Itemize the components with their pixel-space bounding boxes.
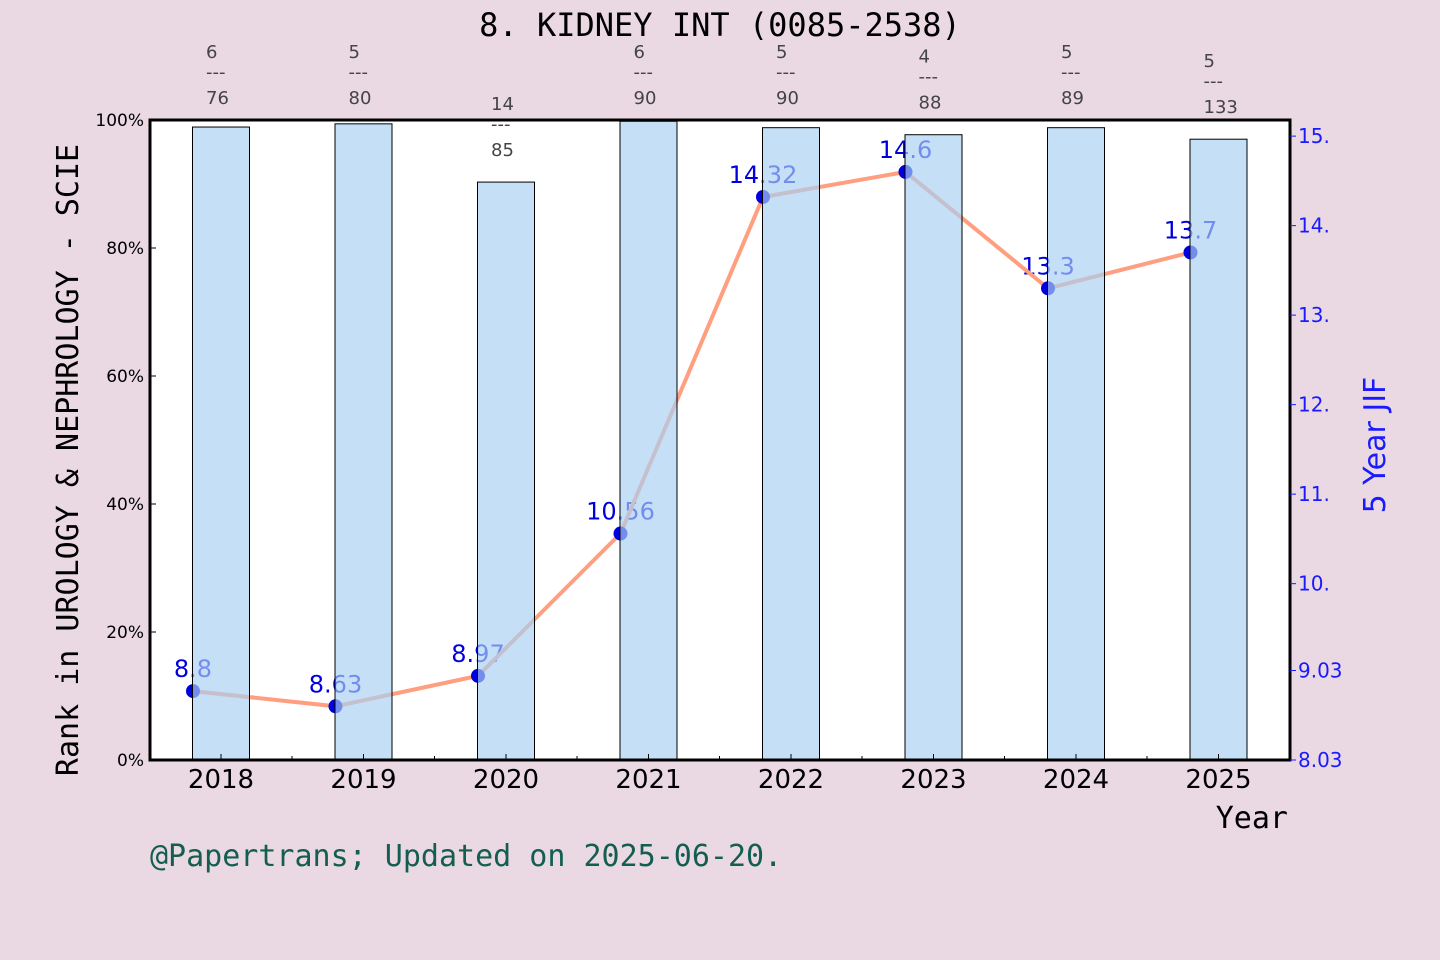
x-tick-label: 2025 — [1185, 765, 1251, 795]
rank-total: 76 — [206, 88, 229, 109]
rank-value: 4 — [919, 47, 930, 68]
rank-separator: --- — [919, 67, 939, 88]
left-tick-label: 80% — [106, 239, 144, 259]
x-tick-label: 2024 — [1043, 765, 1109, 795]
x-tick-label: 2018 — [188, 765, 254, 795]
rank-label: 4--- 88 — [919, 47, 942, 114]
rank-total: 85 — [491, 140, 514, 161]
right-tick-label: 13. — [1298, 303, 1330, 327]
rank-value: 5 — [1204, 51, 1215, 72]
rank-separator: --- — [776, 62, 796, 83]
rank-separator: --- — [1204, 71, 1224, 92]
rank-label: 5--- 90 — [776, 42, 799, 109]
rank-total: 90 — [634, 88, 657, 109]
rank-value: 5 — [776, 42, 787, 63]
right-tick-label: 15. — [1298, 124, 1330, 148]
x-tick-label: 2020 — [473, 765, 539, 795]
left-tick-label: 0% — [117, 751, 144, 771]
left-tick-label: 60% — [106, 367, 144, 387]
left-tick-label: 40% — [106, 495, 144, 515]
rank-bar — [1189, 138, 1248, 761]
rank-value: 14 — [491, 94, 514, 115]
x-tick-label: 2022 — [758, 765, 824, 795]
rank-value: 6 — [206, 42, 217, 63]
rank-separator: --- — [491, 114, 511, 135]
footer-note: @Papertrans; Updated on 2025-06-20. — [150, 839, 782, 874]
rank-separator: --- — [634, 62, 654, 83]
rank-bar — [619, 120, 678, 761]
rank-value: 5 — [349, 42, 360, 63]
rank-bar — [904, 134, 963, 761]
x-tick-label: 2021 — [615, 765, 681, 795]
rank-bar — [1047, 127, 1105, 761]
rank-total: 89 — [1061, 88, 1084, 109]
x-tick-label: 2023 — [900, 765, 966, 795]
left-tick-label: 100% — [95, 111, 144, 131]
left-tick-label: 20% — [106, 623, 144, 643]
right-tick-label: 8.03 — [1298, 748, 1343, 772]
rank-label: 6--- 76 — [206, 42, 229, 109]
rank-total: 80 — [349, 88, 372, 109]
rank-bar — [334, 123, 393, 761]
right-tick-label: 14. — [1298, 214, 1330, 238]
right-tick-label: 12. — [1298, 393, 1330, 417]
rank-total: 133 — [1204, 97, 1238, 118]
rank-value: 5 — [1061, 42, 1072, 63]
rank-separator: --- — [349, 62, 369, 83]
left-axis-label: Rank in UROLOGY & NEPHROLOGY - SCIE — [51, 144, 86, 776]
right-axis-label: 5 Year JIF — [1358, 377, 1393, 514]
rank-bar — [762, 127, 820, 761]
rank-total: 90 — [776, 88, 799, 109]
plot-area — [150, 120, 1290, 760]
x-axis-label: Year — [1216, 801, 1288, 836]
rank-separator: --- — [206, 62, 226, 83]
x-tick-label: 2019 — [330, 765, 396, 795]
right-tick-label: 9.03 — [1298, 658, 1343, 682]
rank-bar — [477, 181, 535, 761]
chart-title: 8. KIDNEY INT (0085-2538) — [479, 6, 961, 44]
rank-separator: --- — [1061, 62, 1081, 83]
rank-label: 5--- 89 — [1061, 42, 1084, 109]
rank-label: 14--- 85 — [491, 94, 514, 161]
rank-value: 6 — [634, 42, 645, 63]
rank-bar — [192, 126, 250, 761]
right-tick-label: 11. — [1298, 482, 1330, 506]
rank-label: 6--- 90 — [634, 42, 657, 109]
right-tick-label: 10. — [1298, 572, 1330, 596]
rank-label: 5--- 133 — [1204, 51, 1238, 118]
rank-total: 88 — [919, 93, 942, 114]
rank-label: 5--- 80 — [349, 42, 372, 109]
